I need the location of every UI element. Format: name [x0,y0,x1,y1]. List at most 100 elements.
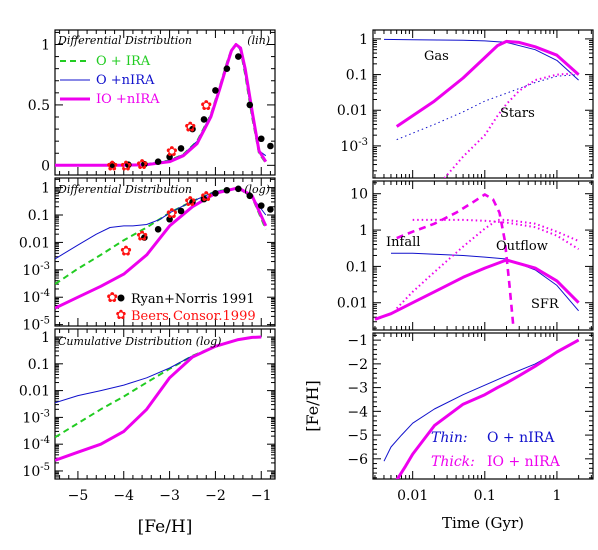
y-tick-exponent: -4 [40,435,50,446]
ryan-norris-point [200,195,208,203]
y-tick-label: 0.5 [28,98,50,114]
panel-fe-h-vs-time: −1 −2 −3 −4 −5 −6 Thin: O + nIRA Thick: IO + … [347,332,594,480]
y-tick-exponent: -5 [40,462,50,473]
ryan-norris-point [166,215,173,223]
x-tick-label: 0.1 [474,488,496,504]
lines [374,193,580,329]
y-tick-label: −6 [347,452,368,468]
x-tick-label: −5 [68,488,89,504]
ryan-norris-point [177,145,185,152]
x-tick-label: −3 [159,488,180,504]
beers-point: ✿ [120,244,132,260]
y-tick-label: 0.1 [346,259,368,275]
ryan-norris-point [177,207,185,215]
lines [383,38,580,178]
ticks: 00.51 [28,30,275,175]
y-tick-label: 10-4 [22,435,50,453]
lines [55,43,268,167]
y-tick-label: 0.01 [337,103,368,119]
right-y-axis-label: [Fe/H] [303,380,322,432]
right-x-axis-label: Time (Gyr) [442,514,524,532]
label-gas: Gas [424,49,449,64]
beers-point: ✿ [184,194,196,210]
legend-label: O +nIRA [96,73,155,88]
series-o-nira [55,187,267,260]
y-tick-exponent: -3 [40,261,50,272]
y-tick-label: 0.1 [28,208,50,224]
frame [54,29,276,176]
ryan-norris-marker [117,294,125,302]
x-tick-label: −1 [251,488,272,504]
beers-point: ✿ [120,158,132,174]
frame [54,328,276,480]
ryan-norris-point [223,65,231,72]
panel-scale: (log) [244,183,270,196]
series-o-nira [55,44,267,166]
ticks: 1 0.1 0.01 10-3 [337,30,593,178]
right-x-tick-labels: 0.01 0.1 1 [397,488,561,504]
left-x-axis-label: [Fe/H] [138,517,193,537]
y-tick-exponent: -3 [40,408,50,419]
y-tick-label: 10-4 [22,288,50,306]
series-feh-thick [395,338,580,479]
y-tick-label: 10 [350,187,368,203]
ryan-norris-point [235,185,242,193]
x-tick-label: −2 [205,488,226,504]
beers-point: ✿ [184,120,196,136]
y-tick-label: 0.1 [28,357,50,373]
y-tick-label: −3 [347,381,368,397]
y-tick-exponent: -4 [40,288,50,299]
y-tick-label: 0.1 [346,68,368,84]
legend-thin-name: Thin: [431,430,468,446]
left-x-tick-labels: −5 −4 −3 −2 −1 [68,488,272,504]
frame [54,177,276,327]
series-sfr-thin [391,252,579,312]
ryan-norris-point [154,158,162,166]
y-tick-label: −2 [347,357,368,373]
y-tick-label: 0.01 [19,384,50,400]
y-tick-label: 10-5 [22,462,50,480]
series-gas-thin [383,38,579,81]
points: ✿✿✿✿✿✿ [106,53,274,174]
legend-thin-label: O + nIRA [487,430,555,446]
label-sfr: SFR [531,297,560,312]
y-tick-label: 10-3 [22,408,50,426]
y-tick-label: 1 [359,32,368,48]
ryan-norris-label: Ryan+Norris 1991 [131,292,255,307]
ticks: 10 1 0.1 0.01 [337,181,593,330]
series-io-nira [55,43,268,167]
y-tick-exponent: -3 [358,137,368,148]
ticks: −1 −2 −3 −4 −5 −6 [347,333,593,479]
series-outflow-a [412,218,580,250]
lines [383,338,580,479]
ryan-norris-point [257,202,265,209]
series-infall-thick [396,193,515,329]
y-tick-label: 1 [41,330,50,346]
y-tick-label: 10-3 [340,137,368,155]
series-outflow-b [395,218,579,310]
beers-marker: ✿ [116,308,127,323]
y-tick-label: −5 [347,428,368,444]
frame [372,332,594,480]
panel-infall-outflow-sfr: 10 1 0.1 0.01 Infall Outflow SFR [337,180,594,331]
y-tick-label: −1 [347,333,368,349]
series-gas-thick [395,39,580,128]
beers-label: Beers Consor.1999 [131,309,256,324]
ryan-norris-point [141,160,148,168]
x-tick-label: 1 [552,488,561,504]
ryan-norris-point [223,186,231,194]
series-stars-thick [443,72,579,178]
ryan-norris-point [189,198,196,206]
legend: O + IRA O +nIRA IO +nIRA [60,54,160,107]
series-io-nira [55,186,268,310]
beers-point: ✿ [106,158,118,174]
beers-point: ✿ [200,189,212,205]
panel-scale: (lin) [247,34,270,47]
ryan-norris-point [267,206,274,213]
series-o-ira [55,336,262,439]
panel-gas-stars: 1 0.1 0.01 10-3 Gas Stars [337,29,594,179]
beers-point: ✿ [200,98,212,114]
ryan-norris-point [200,116,208,123]
